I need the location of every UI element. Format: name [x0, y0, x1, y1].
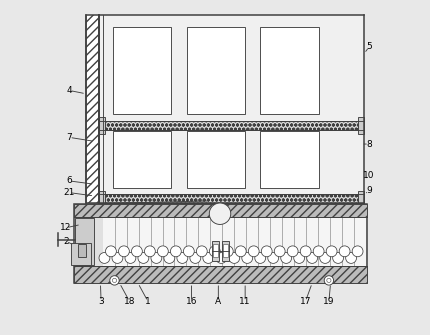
Bar — [74, 204, 367, 283]
Circle shape — [248, 246, 259, 257]
Bar — [99, 191, 105, 207]
Circle shape — [112, 278, 117, 282]
Text: 7: 7 — [66, 133, 72, 142]
Bar — [212, 241, 219, 261]
Circle shape — [339, 246, 350, 257]
Circle shape — [261, 246, 272, 257]
Circle shape — [197, 246, 207, 257]
Bar — [187, 131, 245, 188]
Circle shape — [151, 253, 162, 263]
Circle shape — [164, 253, 175, 263]
Bar — [260, 131, 319, 188]
Bar — [103, 217, 366, 266]
Text: 16: 16 — [186, 297, 197, 306]
Bar — [358, 117, 364, 134]
Circle shape — [144, 246, 155, 257]
Circle shape — [287, 246, 298, 257]
Circle shape — [235, 246, 246, 257]
Circle shape — [110, 276, 119, 285]
Circle shape — [112, 253, 123, 263]
Bar — [105, 121, 358, 130]
Circle shape — [119, 246, 129, 257]
Bar — [213, 244, 218, 257]
Circle shape — [125, 253, 136, 263]
Circle shape — [216, 253, 227, 263]
Circle shape — [281, 253, 292, 263]
Bar — [74, 266, 367, 283]
Bar — [113, 131, 172, 188]
Circle shape — [138, 253, 149, 263]
Bar — [74, 204, 367, 217]
Circle shape — [242, 253, 253, 263]
Circle shape — [170, 246, 181, 257]
Circle shape — [352, 246, 363, 257]
Circle shape — [99, 253, 110, 263]
Circle shape — [255, 253, 266, 263]
Circle shape — [294, 253, 304, 263]
Circle shape — [209, 203, 231, 224]
Circle shape — [268, 253, 279, 263]
Text: 1: 1 — [145, 297, 151, 306]
Circle shape — [346, 253, 356, 263]
Text: 8: 8 — [366, 140, 372, 148]
Circle shape — [319, 253, 331, 263]
Bar — [105, 194, 358, 203]
Bar — [358, 191, 364, 207]
Circle shape — [190, 253, 201, 263]
Circle shape — [300, 246, 311, 257]
Text: 6: 6 — [66, 177, 72, 185]
Bar — [86, 15, 99, 203]
Text: 21: 21 — [64, 188, 75, 197]
Text: 18: 18 — [124, 297, 135, 306]
Circle shape — [324, 276, 334, 285]
Text: 17: 17 — [300, 297, 311, 306]
Circle shape — [307, 253, 318, 263]
Bar — [113, 27, 172, 114]
Text: 5: 5 — [366, 43, 372, 51]
Circle shape — [209, 246, 220, 257]
Bar — [260, 27, 319, 114]
Circle shape — [105, 246, 117, 257]
Bar — [187, 27, 245, 114]
Bar — [222, 241, 229, 261]
Text: 10: 10 — [363, 172, 375, 180]
Bar — [99, 117, 105, 134]
Text: 2: 2 — [63, 237, 69, 246]
Bar — [75, 218, 95, 265]
Text: 9: 9 — [366, 187, 372, 195]
Text: 4: 4 — [67, 86, 72, 95]
Circle shape — [274, 246, 285, 257]
Circle shape — [327, 278, 331, 282]
Circle shape — [203, 253, 214, 263]
Text: A: A — [215, 297, 221, 306]
Circle shape — [333, 253, 344, 263]
Text: 3: 3 — [98, 297, 104, 306]
Circle shape — [326, 246, 337, 257]
Circle shape — [222, 246, 233, 257]
Circle shape — [132, 246, 142, 257]
Circle shape — [229, 253, 240, 263]
Bar — [223, 244, 228, 257]
Text: 19: 19 — [323, 297, 335, 306]
Bar — [71, 243, 91, 265]
Circle shape — [313, 246, 324, 257]
Circle shape — [177, 253, 188, 263]
Circle shape — [157, 246, 168, 257]
Bar — [99, 15, 364, 203]
Bar — [78, 244, 86, 257]
Text: 12: 12 — [60, 223, 72, 232]
Circle shape — [184, 246, 194, 257]
Text: 11: 11 — [240, 297, 251, 306]
